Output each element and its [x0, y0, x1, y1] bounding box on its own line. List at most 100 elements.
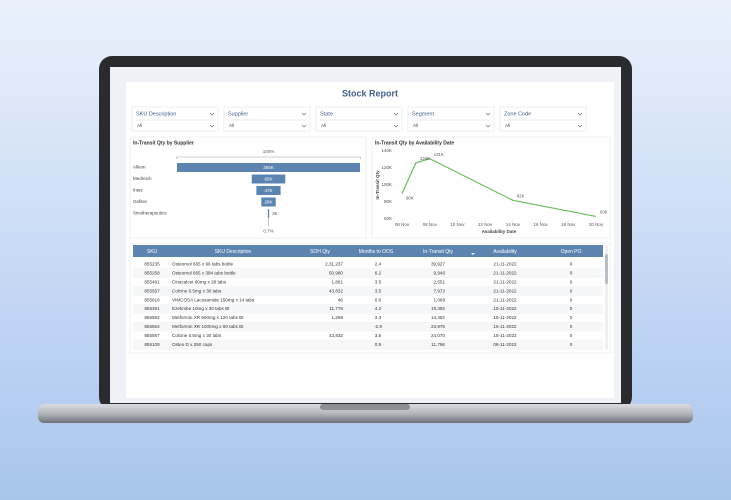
- table-cell: Osteomol 665 x 96 tabs bottle: [172, 262, 233, 267]
- table-cell: Cinacalcet 60mg x 28 tabs: [172, 280, 227, 285]
- column-header[interactable]: Months to OOS: [359, 249, 394, 255]
- table-cell: 855564: [144, 324, 160, 329]
- table-cell: 0: [570, 297, 573, 302]
- filter-label: Segment: [412, 111, 434, 117]
- value-label: 65K: [264, 176, 272, 181]
- scrollbar-track[interactable]: [605, 245, 608, 350]
- table-cell: 15-11-2022: [493, 306, 517, 311]
- category-label: Medreich: [133, 176, 152, 181]
- filter-dropdown[interactable]: [407, 106, 495, 132]
- table-cell: 855562: [144, 315, 160, 320]
- table-cell: VIMCOSA Lacosamide 150mg x 14 tabs: [172, 297, 255, 302]
- table-cell: 0: [570, 280, 573, 285]
- table-cell: 21-11-2022: [493, 280, 517, 285]
- value-label: 355K: [263, 165, 274, 170]
- x-tick-label: 08 Nov: [423, 222, 438, 227]
- table-cell: 3.5: [375, 333, 382, 338]
- table-cell: 1,068: [434, 297, 446, 302]
- table-row: [133, 260, 603, 269]
- table-row: [133, 268, 603, 278]
- table-row: [133, 286, 603, 296]
- table-cell: 855235: [144, 262, 160, 267]
- table-cell: 21-11-2022: [493, 297, 517, 302]
- table-row: [133, 304, 603, 314]
- table-cell: 0.0: [375, 297, 382, 302]
- table-cell: 14,352: [431, 315, 445, 320]
- chevron: [393, 124, 399, 128]
- line-panel: [371, 136, 611, 239]
- table-row: [133, 340, 603, 349]
- table-cell: 23,976: [431, 324, 445, 329]
- table-cell: 1,298: [332, 315, 344, 320]
- column-header[interactable]: SKU Description: [215, 249, 252, 255]
- chevron: [209, 124, 215, 128]
- funnel-bar: [256, 186, 281, 195]
- table-row: [133, 331, 603, 341]
- column-header[interactable]: In-Transit Qty: [423, 249, 454, 255]
- filter-label: SKU Description: [136, 111, 176, 117]
- table-cell: 24,070: [431, 333, 445, 338]
- filter-dropdown[interactable]: [315, 106, 403, 132]
- table-cell: -2.9: [374, 324, 382, 329]
- funnel-bar: [177, 163, 360, 172]
- column-header[interactable]: SOH Qty: [310, 249, 331, 255]
- y-tick-label: 140K: [381, 148, 392, 153]
- table-cell: 1,861: [332, 280, 344, 285]
- filter-label: State: [320, 111, 333, 117]
- table-cell: 39,927: [431, 262, 445, 267]
- x-tick-label: 10 Nov: [450, 222, 465, 227]
- column-header[interactable]: Availability: [493, 249, 517, 255]
- filter-label: Supplier: [228, 111, 248, 117]
- category-label: Sinotherapeutics: [133, 211, 167, 216]
- funnel-bar: [251, 174, 286, 184]
- table-cell: 43,832: [329, 333, 343, 338]
- sort-indicator: [471, 253, 475, 255]
- column-header[interactable]: Open PO: [561, 249, 582, 255]
- filter-dropdown[interactable]: [499, 106, 587, 132]
- chevron: [485, 112, 491, 116]
- table-cell: 46: [338, 297, 344, 302]
- report-title: Stock Report: [342, 88, 398, 98]
- table-cell: 855616: [144, 297, 160, 302]
- chevron: [485, 124, 491, 128]
- x-tick-label: 16 Nov: [533, 222, 548, 227]
- table-cell: 11,778: [329, 306, 343, 311]
- table-cell: 0.5: [375, 342, 382, 347]
- table-cell: 50,980: [329, 271, 343, 276]
- table-cell: Osteo D x 250 caps: [172, 342, 213, 347]
- table-cell: 3.5: [375, 288, 382, 293]
- table-cell: 15-11-2022: [493, 333, 517, 338]
- data-label: 63K: [600, 210, 608, 215]
- chevron: [301, 124, 307, 128]
- table-cell: 21-11-2022: [493, 262, 517, 267]
- data-label: 82K: [517, 193, 525, 198]
- table-cell: 9,946: [434, 271, 446, 276]
- scrollbar-thumb[interactable]: [605, 254, 608, 284]
- table-cell: 0: [570, 333, 573, 338]
- table-cell: 2,551: [434, 280, 446, 285]
- chart-title: In-Transit Qty by Availability Date: [375, 140, 454, 146]
- table-cell: 0: [570, 288, 573, 293]
- funnel-panel: [129, 136, 367, 239]
- filter-dropdown[interactable]: [131, 106, 219, 132]
- table-cell: Metformin XR 500mg x 120 tabs Bt: [172, 315, 244, 320]
- chevron: [393, 112, 399, 116]
- filter-dropdown[interactable]: [223, 106, 311, 132]
- table-row: [133, 313, 603, 323]
- y-axis-label: In-Transit Qty: [375, 170, 380, 200]
- data-label: 90K: [406, 196, 414, 201]
- funnel-annotation: 0.7%: [263, 229, 273, 234]
- column-header[interactable]: SKU: [147, 249, 158, 255]
- table-row: [133, 322, 603, 332]
- funnel-bar: [261, 197, 276, 207]
- filter-value: All: [413, 123, 418, 128]
- table-row: [133, 277, 603, 287]
- y-tick-label: 80K: [384, 199, 392, 204]
- filter-value: All: [137, 123, 142, 128]
- x-tick-label: 14 Nov: [506, 222, 521, 227]
- chevron: [301, 112, 307, 116]
- filter-value: All: [321, 123, 326, 128]
- table-cell: 0: [570, 315, 573, 320]
